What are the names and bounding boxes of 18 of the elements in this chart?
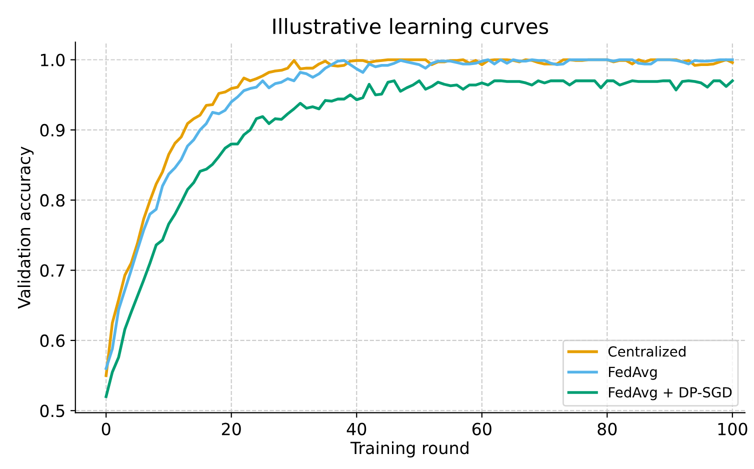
y-tick-label: 0.6 — [40, 334, 65, 348]
x-tick-label: 80 — [598, 422, 617, 436]
x-tick-label: 40 — [346, 422, 366, 436]
y-tick-label: 0.7 — [40, 264, 64, 277]
y-tick-label: 0.8 — [40, 194, 65, 207]
y-tick-label: 0.5 — [40, 404, 64, 418]
x-axis-title: Training round — [350, 441, 468, 458]
legend-label: FedAvg — [608, 366, 657, 380]
y-tick-label: 1.0 — [41, 54, 65, 66]
x-tick-label: 100 — [718, 422, 748, 436]
y-axis-title: Validation accuracy — [17, 146, 34, 309]
x-tick-label: 0 — [102, 422, 110, 436]
legend-label: Centralized — [608, 346, 686, 357]
legend-label: FedAvg + DP-SGD — [608, 386, 732, 400]
chart-title: Illustrative learning curves — [273, 18, 548, 38]
x-tick-label: 20 — [222, 422, 241, 436]
x-tick-label: 60 — [472, 422, 492, 436]
y-tick-label: 0.9 — [40, 124, 65, 136]
